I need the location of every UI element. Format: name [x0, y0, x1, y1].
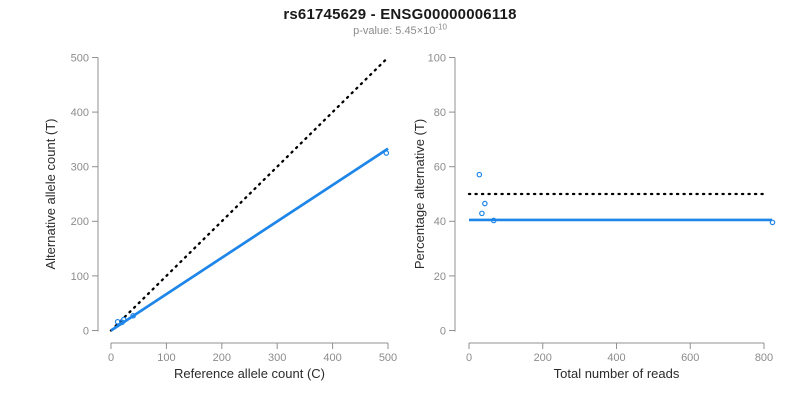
- y-tick-label: 20: [434, 271, 446, 283]
- y-tick-label: 80: [434, 107, 446, 119]
- data-point: [476, 171, 483, 178]
- y-tick-label: 0: [440, 325, 446, 337]
- x-tick-label: 800: [755, 352, 773, 364]
- x-tick-label: 500: [379, 352, 397, 364]
- y-tick-label: 500: [71, 52, 89, 64]
- x-tick-label: 200: [213, 352, 231, 364]
- y-tick-label: 40: [434, 216, 446, 228]
- y-tick-label: 0: [83, 325, 89, 337]
- y-axis-title: Alternative allele count (T): [43, 118, 58, 269]
- data-point: [769, 219, 776, 226]
- data-point: [130, 312, 136, 319]
- x-tick-label: 400: [607, 352, 625, 364]
- x-tick-label: 0: [108, 352, 114, 364]
- identity-line: [109, 56, 390, 332]
- data-point: [490, 217, 497, 224]
- x-axis-title: Total number of reads: [554, 366, 680, 381]
- pvalue-times-ten: ×10: [416, 25, 436, 37]
- y-tick-label: 100: [428, 52, 446, 64]
- y-tick-label: 100: [71, 271, 89, 283]
- x-tick-label: 100: [157, 352, 175, 364]
- x-axis-title: Reference allele count (C): [174, 366, 325, 381]
- y-tick-label: 200: [71, 216, 89, 228]
- data-point: [383, 150, 390, 156]
- x-tick-label: 600: [681, 352, 699, 364]
- plot-subtitle: p-value: 5.45×10-10: [0, 22, 800, 37]
- x-tick-label: 0: [466, 352, 472, 364]
- x-tick-label: 400: [323, 352, 341, 364]
- data-point: [482, 200, 488, 207]
- y-tick-label: 400: [71, 107, 89, 119]
- y-tick-label: 300: [71, 162, 89, 174]
- data-point: [479, 210, 485, 217]
- y-axis-title: Percentage alternative (T): [412, 119, 427, 269]
- pvalue-text: p-value: 5.45: [353, 25, 417, 37]
- allele-count-plot: 0 100 200 300 400 500 0 100 200 300 400 500 Referenc…: [43, 52, 397, 381]
- x-tick-label: 300: [268, 352, 286, 364]
- data-point: [120, 316, 127, 323]
- plot-title: rs61745629 - ENSG00000006118: [283, 6, 517, 23]
- y-tick-label: 60: [434, 162, 446, 174]
- pvalue-exponent: -10: [435, 22, 447, 32]
- x-tick-label: 200: [534, 352, 552, 364]
- percentage-plot: 0 20 40 60 80 100 0 200 400 600 800 Total number of…: [412, 52, 776, 381]
- fit-line: [110, 147, 389, 332]
